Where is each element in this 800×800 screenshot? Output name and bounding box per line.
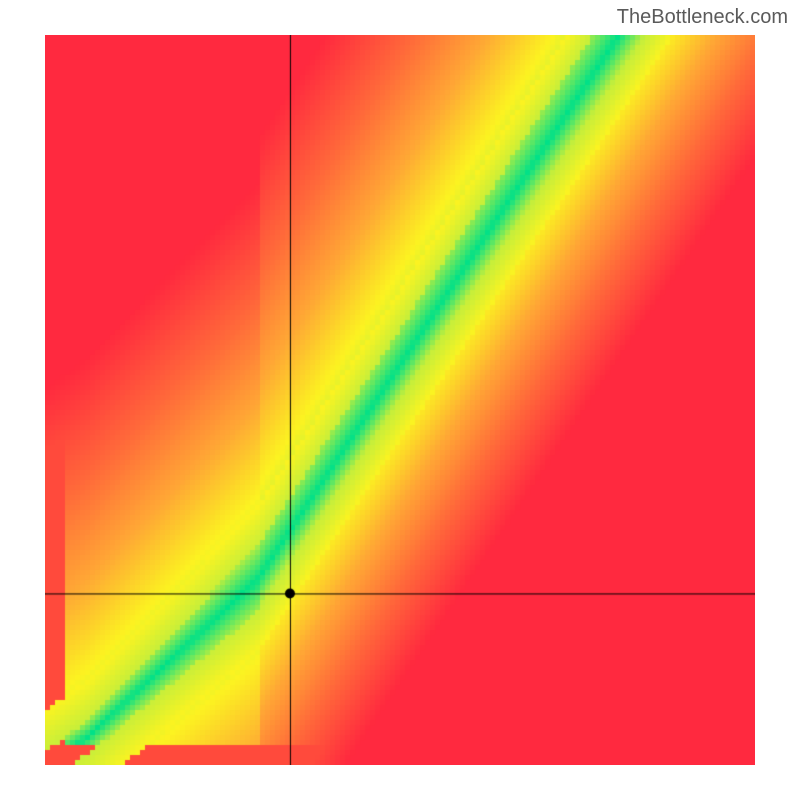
heatmap-plot <box>45 35 755 765</box>
heatmap-canvas <box>45 35 755 765</box>
attribution-text: TheBottleneck.com <box>617 6 788 29</box>
chart-container: TheBottleneck.com <box>0 0 800 800</box>
